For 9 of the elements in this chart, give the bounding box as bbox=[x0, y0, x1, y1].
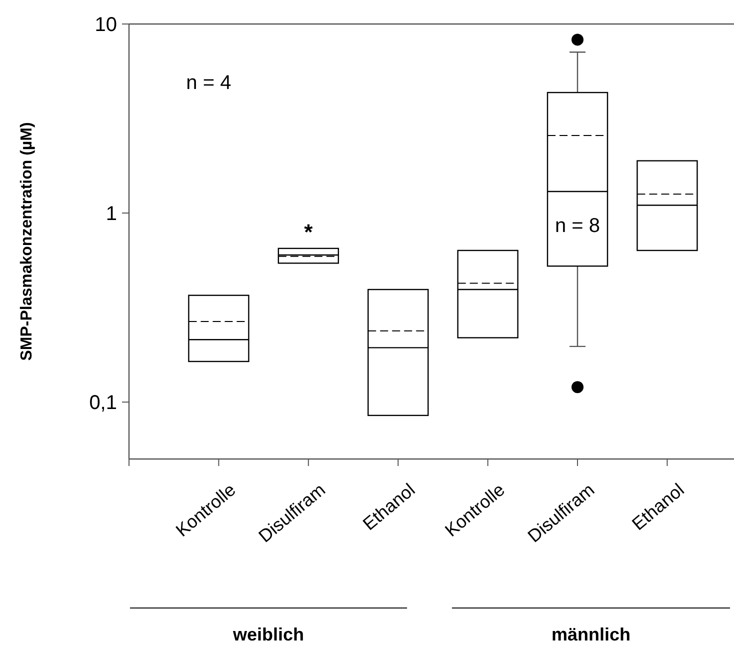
annotation: n = 8 bbox=[554, 215, 600, 237]
text: männlich bbox=[551, 624, 630, 644]
y-tick-label: 0,1 bbox=[89, 392, 117, 414]
annotation: * bbox=[304, 220, 314, 245]
y-tick-label: 1 bbox=[106, 203, 117, 226]
annotation: n = 4 bbox=[186, 72, 232, 94]
text: weiblich bbox=[232, 624, 304, 644]
y-axis-title: SMP-Plasmakonzentration (µM) bbox=[18, 122, 36, 361]
y-tick-label: 10 bbox=[94, 14, 117, 36]
